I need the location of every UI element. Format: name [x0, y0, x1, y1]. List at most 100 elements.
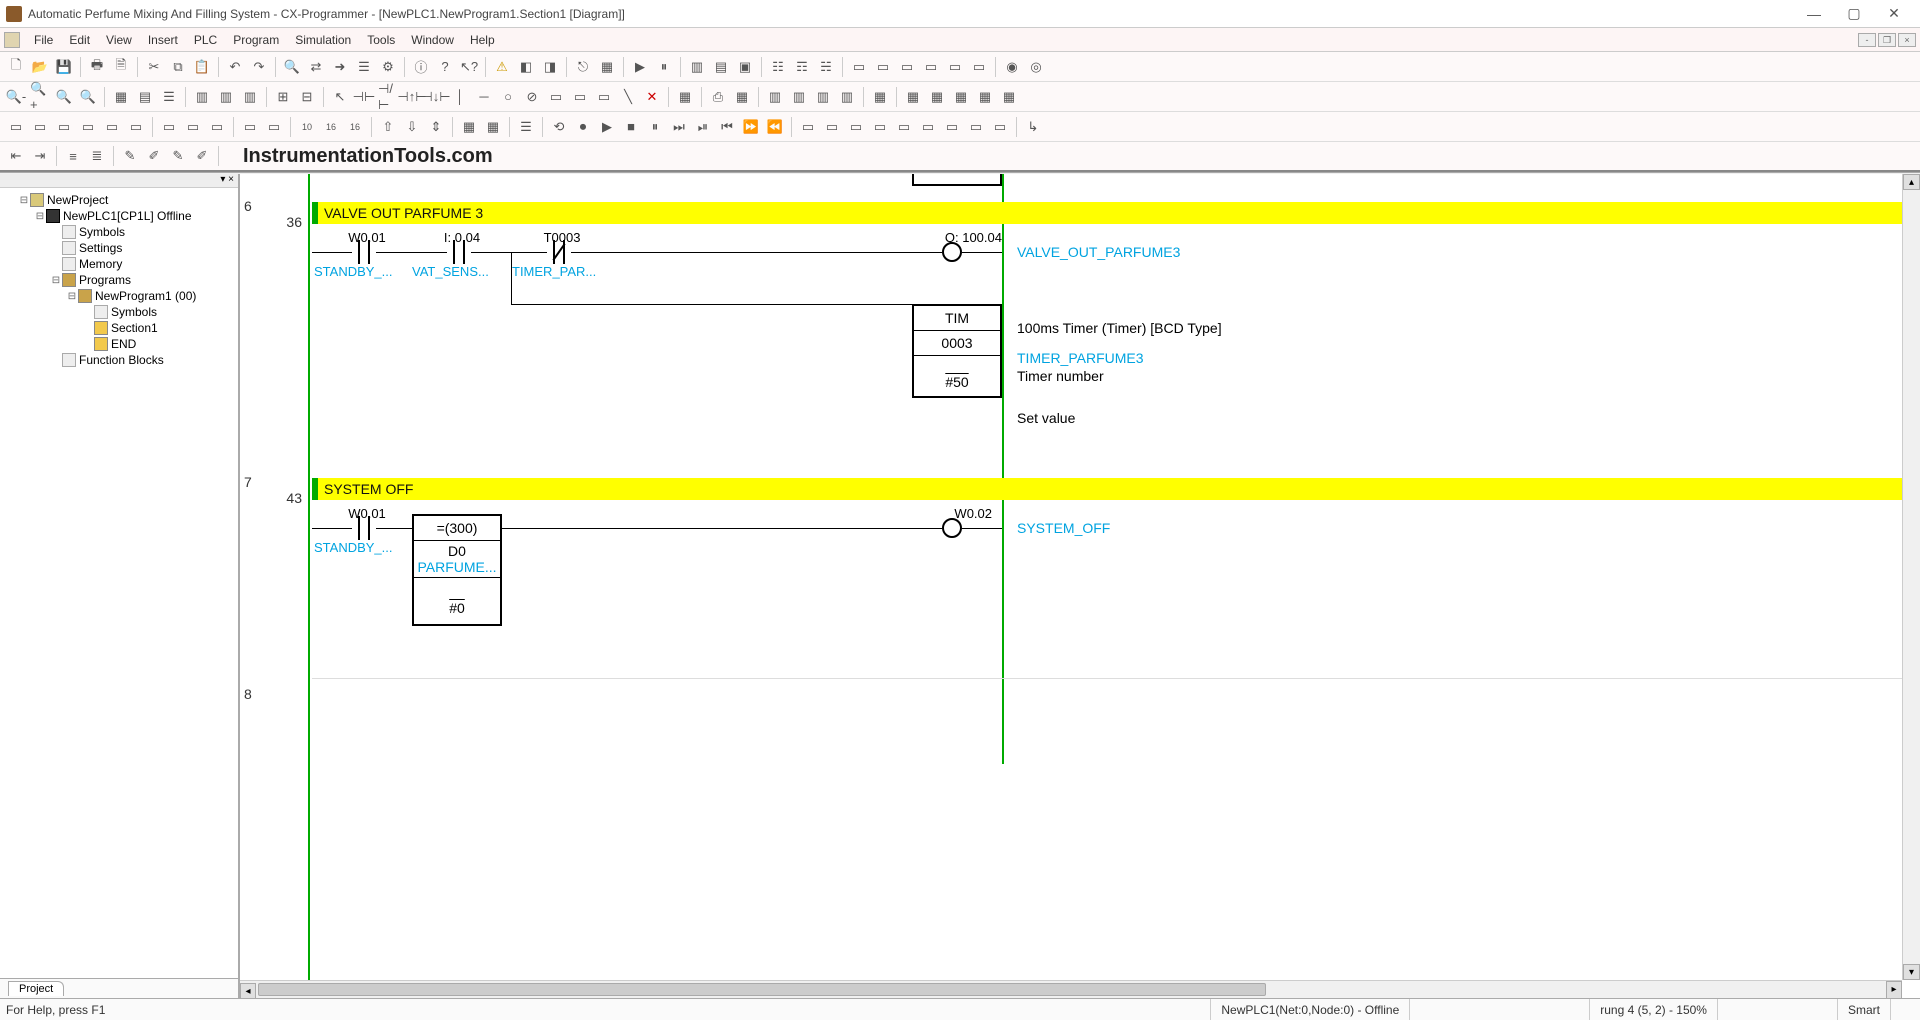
- tool-h-icon[interactable]: ▣: [734, 56, 756, 78]
- help-icon[interactable]: ?: [434, 56, 456, 78]
- scroll-right-icon[interactable]: ▸: [1886, 981, 1902, 998]
- project-tab[interactable]: Project: [8, 981, 64, 996]
- tree-prog-symbols[interactable]: Symbols: [111, 305, 157, 319]
- open-icon[interactable]: 📂: [29, 56, 51, 78]
- minimize-button[interactable]: —: [1794, 6, 1834, 22]
- tool-m-icon[interactable]: ▭: [872, 56, 894, 78]
- win-h-icon[interactable]: ▭: [182, 116, 204, 138]
- mdi-close[interactable]: ×: [1898, 33, 1916, 47]
- paste-icon[interactable]: 📋: [191, 56, 213, 78]
- misc-i-icon[interactable]: ▭: [989, 116, 1011, 138]
- dbg-d-icon[interactable]: ⏮: [716, 116, 738, 138]
- tree-memory[interactable]: Memory: [79, 257, 122, 271]
- tool-j-icon[interactable]: ☶: [791, 56, 813, 78]
- grid-b-icon[interactable]: ⊟: [296, 86, 318, 108]
- tool-z-icon[interactable]: ▥: [836, 86, 858, 108]
- menu-window[interactable]: Window: [403, 33, 462, 47]
- dbg-play-icon[interactable]: ▶: [596, 116, 618, 138]
- vertical-scrollbar[interactable]: ▴ ▾: [1902, 174, 1920, 980]
- hline-icon[interactable]: ─: [473, 86, 495, 108]
- contact-p-icon[interactable]: ⊣↑⊢: [401, 86, 423, 108]
- select-icon[interactable]: ↖: [329, 86, 351, 108]
- view-c-icon[interactable]: ☰: [158, 86, 180, 108]
- tool-v-icon[interactable]: ▦: [731, 86, 753, 108]
- tree-root[interactable]: NewProject: [47, 193, 108, 207]
- tool-ac-icon[interactable]: ▦: [926, 86, 948, 108]
- grid-a-icon[interactable]: ⊞: [272, 86, 294, 108]
- ladder-canvas[interactable]: VALVE OUT PARFUME 3 W0.01 STANDBY_... I:…: [312, 174, 1902, 980]
- scroll-up-icon[interactable]: ▴: [1903, 174, 1920, 190]
- menu-edit[interactable]: Edit: [61, 33, 98, 47]
- tool-k-icon[interactable]: ☵: [815, 56, 837, 78]
- tool-r-icon[interactable]: ◉: [1001, 56, 1023, 78]
- r7-out-coil[interactable]: [942, 518, 962, 538]
- tool-d-icon[interactable]: ◨: [539, 56, 561, 78]
- tool-ad-icon[interactable]: ▦: [950, 86, 972, 108]
- dbg-e-icon[interactable]: ⏩: [740, 116, 762, 138]
- edit-d-icon[interactable]: ✐: [191, 145, 213, 167]
- tool-a-icon[interactable]: ☰: [353, 56, 375, 78]
- copy-icon[interactable]: ⧉: [167, 56, 189, 78]
- xfer-b-icon[interactable]: ⇩: [401, 116, 423, 138]
- scroll-left-icon[interactable]: ◂: [240, 983, 256, 998]
- mdi-minimize[interactable]: -: [1858, 33, 1876, 47]
- r7-fn-box[interactable]: =(300) D0 PARFUME... #0: [412, 514, 502, 626]
- tool-b-icon[interactable]: ⚙: [377, 56, 399, 78]
- dbg-pause-icon[interactable]: ⏸: [644, 116, 666, 138]
- misc-d-icon[interactable]: ▭: [869, 116, 891, 138]
- win-b-icon[interactable]: ▭: [29, 116, 51, 138]
- contact-nc-icon[interactable]: ⊣/⊢: [377, 86, 399, 108]
- pane-close-bar[interactable]: ▾ ×: [0, 174, 238, 188]
- hscroll-thumb[interactable]: [258, 983, 1266, 996]
- fn3-icon[interactable]: ▭: [593, 86, 615, 108]
- r7-c1-contact[interactable]: [352, 516, 376, 540]
- run-icon[interactable]: ▶: [629, 56, 651, 78]
- tree-programs[interactable]: Programs: [79, 273, 131, 287]
- sim-b-icon[interactable]: ▦: [482, 116, 504, 138]
- indent-out-icon[interactable]: ⇤: [5, 145, 27, 167]
- replace-icon[interactable]: ⇄: [305, 56, 327, 78]
- win-a-icon[interactable]: ▭: [5, 116, 27, 138]
- dbg-stop-icon[interactable]: ■: [620, 116, 642, 138]
- zoom-sel-icon[interactable]: 🔍: [77, 86, 99, 108]
- num-10-icon[interactable]: 10: [296, 116, 318, 138]
- project-tree[interactable]: ⊟NewProject ⊟NewPLC1[CP1L] Offline Symbo…: [0, 188, 238, 978]
- line-icon[interactable]: ╲: [617, 86, 639, 108]
- tool-x-icon[interactable]: ▥: [788, 86, 810, 108]
- dbg-step-icon[interactable]: ⏭: [668, 116, 690, 138]
- redo-icon[interactable]: ↷: [248, 56, 270, 78]
- tool-w-icon[interactable]: ▥: [764, 86, 786, 108]
- edit-a-icon[interactable]: ✎: [119, 145, 141, 167]
- new-icon[interactable]: 🗋: [5, 56, 27, 78]
- tree-end[interactable]: END: [111, 337, 136, 351]
- tool-ab-icon[interactable]: ▦: [902, 86, 924, 108]
- fn-icon[interactable]: ▭: [545, 86, 567, 108]
- r6-c3-contact[interactable]: [547, 240, 571, 264]
- tool-af-icon[interactable]: ▦: [998, 86, 1020, 108]
- tool-s-icon[interactable]: ◎: [1025, 56, 1047, 78]
- win-c-icon[interactable]: ▭: [53, 116, 75, 138]
- misc-j-icon[interactable]: ↳: [1022, 116, 1044, 138]
- misc-b-icon[interactable]: ▭: [821, 116, 843, 138]
- save-icon[interactable]: 💾: [53, 56, 75, 78]
- tree-section1[interactable]: Section1: [111, 321, 158, 335]
- indent-in-icon[interactable]: ⇥: [29, 145, 51, 167]
- win-f-icon[interactable]: ▭: [125, 116, 147, 138]
- misc-h-icon[interactable]: ▭: [965, 116, 987, 138]
- tool-ae-icon[interactable]: ▦: [974, 86, 996, 108]
- view-f-icon[interactable]: ▥: [239, 86, 261, 108]
- xfer-a-icon[interactable]: ⇧: [377, 116, 399, 138]
- tree-fblocks[interactable]: Function Blocks: [79, 353, 164, 367]
- r6-tim-box[interactable]: TIM 0003 #50: [912, 304, 1002, 398]
- dbg-b-icon[interactable]: ⏺: [572, 116, 594, 138]
- del-line-icon[interactable]: ✕: [641, 86, 663, 108]
- contact-n-icon[interactable]: ⊣↓⊢: [425, 86, 447, 108]
- menu-view[interactable]: View: [98, 33, 140, 47]
- align-a-icon[interactable]: ≡: [62, 145, 84, 167]
- tool-e-icon[interactable]: ▦: [596, 56, 618, 78]
- tool-l-icon[interactable]: ▭: [848, 56, 870, 78]
- cut-icon[interactable]: ✂: [143, 56, 165, 78]
- contact-no-icon[interactable]: ⊣⊢: [353, 86, 375, 108]
- align-b-icon[interactable]: ≣: [86, 145, 108, 167]
- tool-o-icon[interactable]: ▭: [920, 56, 942, 78]
